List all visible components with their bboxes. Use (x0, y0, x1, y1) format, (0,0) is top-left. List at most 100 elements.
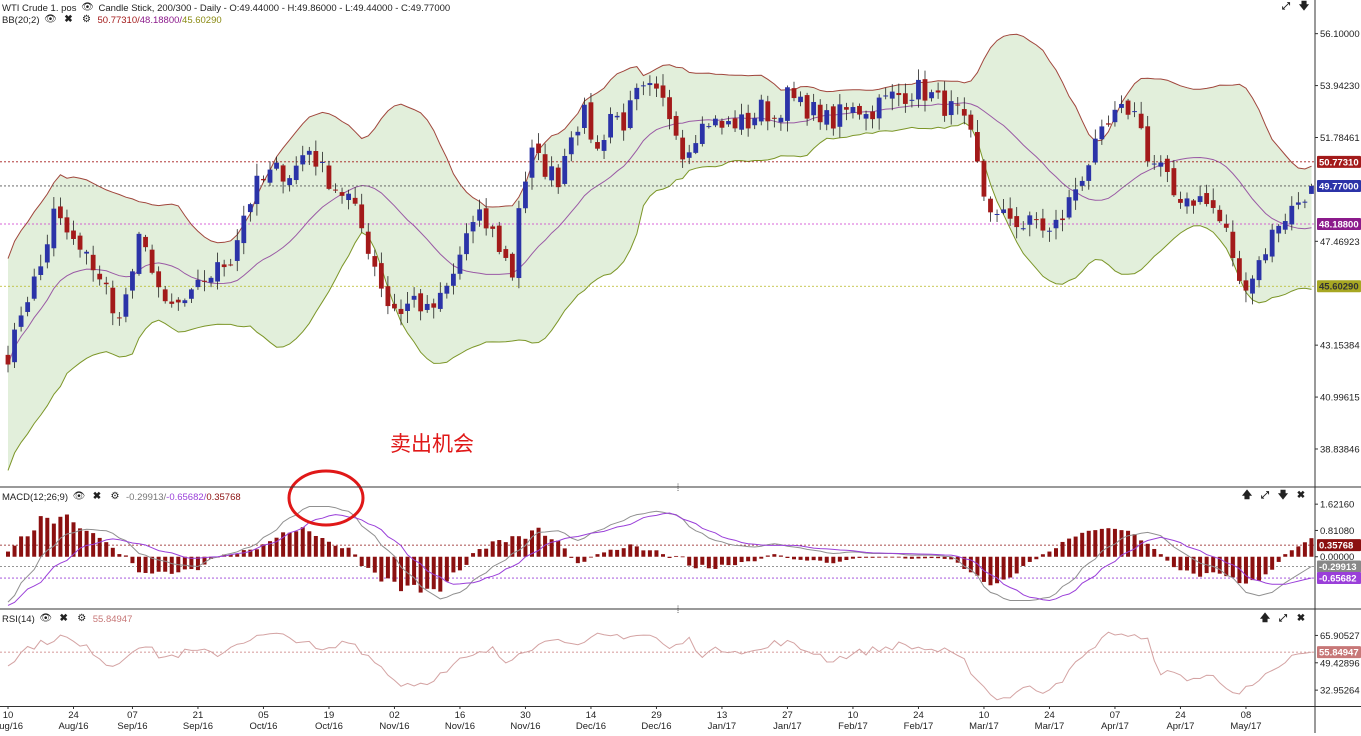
macd-hist-bar (163, 556, 168, 572)
candle (870, 105, 875, 129)
macd-hist-bar (1185, 556, 1189, 571)
move-down-icon[interactable]: 🡇 (1277, 490, 1289, 501)
macd-hist-bar (1237, 556, 1242, 584)
candle-body (444, 285, 450, 294)
candle-body (398, 308, 404, 314)
candle (365, 223, 371, 260)
close-icon[interactable]: ✖ (1296, 490, 1306, 501)
candle (1060, 209, 1065, 232)
eye-icon[interactable]: 👁 (44, 14, 57, 25)
gear-icon[interactable]: ⚙ (77, 613, 87, 624)
move-down-icon[interactable]: 🡇 (1298, 1, 1310, 12)
macd-hist-bar (1224, 556, 1229, 577)
candle-body (686, 152, 692, 158)
eye-icon[interactable]: 👁 (72, 491, 86, 502)
candle-body (156, 271, 162, 288)
candle-body (385, 286, 391, 307)
candle-body (844, 107, 849, 110)
macd-hist-bar (71, 522, 76, 557)
candle-body (778, 117, 784, 123)
candle-body (267, 169, 273, 183)
candle-body (870, 111, 875, 120)
candle (136, 231, 142, 276)
candle (765, 95, 771, 131)
candle (90, 245, 96, 282)
candle-body (582, 104, 587, 128)
macd-hist-bar (746, 556, 751, 562)
x-tick-day: 29 (651, 710, 662, 721)
gear-icon[interactable]: ⚙ (110, 491, 120, 502)
x-tick-day: 24 (68, 710, 79, 721)
candle-body (274, 162, 279, 169)
macd-hist-bar (241, 550, 246, 557)
candle (857, 103, 862, 120)
annotation-text: 卖出机会 (390, 432, 474, 456)
move-up-icon[interactable]: 🡅 (1241, 490, 1253, 501)
candle (1171, 160, 1177, 198)
rsi-value: 55.84947 (92, 613, 133, 625)
macd-hist-bar (1191, 556, 1196, 574)
candle-body (320, 161, 325, 163)
candle-body (1073, 189, 1079, 201)
candle (654, 76, 659, 98)
macd-hist-bar (693, 556, 698, 569)
maximize-icon[interactable]: ⤢ (1279, 613, 1287, 624)
macd-hist-bar (628, 544, 633, 557)
close-icon[interactable]: ✖ (92, 491, 102, 502)
candle-body (372, 256, 378, 267)
macd-hist-bar (418, 556, 423, 593)
macd-hist-bar (1243, 556, 1248, 584)
candle-body (542, 154, 548, 177)
symbol-label: WTI Crude 1. pos (2, 2, 77, 14)
candle-body (601, 140, 607, 151)
gear-icon[interactable]: ⚙ (82, 14, 91, 25)
x-tick-month: Oct/16 (249, 721, 277, 732)
maximize-icon[interactable]: ⤢ (1282, 1, 1290, 12)
candle (1256, 256, 1262, 288)
macd-hist-bar (274, 537, 279, 557)
candle (719, 118, 725, 135)
macd-hist-bar (929, 556, 934, 559)
macd-hist-bar (759, 556, 764, 559)
price-value-box (1317, 155, 1361, 168)
candle-body (228, 264, 234, 266)
candle (1020, 221, 1026, 231)
bb-upper-value: 50.77310 (97, 14, 138, 26)
close-icon[interactable]: ✖ (64, 14, 73, 25)
x-tick-day: 24 (1044, 710, 1055, 721)
macd-hist-bar (182, 556, 187, 570)
macd-hist-bar (621, 548, 626, 557)
move-up-icon[interactable]: 🡅 (1259, 613, 1271, 624)
candle (326, 160, 332, 191)
candle-body (1092, 138, 1098, 163)
candle-body (1230, 231, 1236, 258)
macd-hist-bar (431, 556, 436, 590)
candle (706, 123, 712, 129)
candle (555, 164, 561, 194)
macd-hist-bar (405, 556, 410, 586)
candle (1217, 205, 1223, 223)
candle-body (195, 279, 201, 288)
close-icon[interactable]: ✖ (1296, 613, 1306, 624)
close-icon[interactable]: ✖ (59, 613, 68, 624)
candle (31, 268, 37, 301)
candle (5, 345, 11, 373)
candle-body (1020, 228, 1026, 230)
macd-hist-bar (1080, 532, 1085, 557)
macd-hist-bar (248, 549, 253, 557)
eye-icon[interactable]: 👁 (39, 613, 53, 624)
eye-icon[interactable]: 👁 (81, 2, 94, 13)
candle-body (889, 91, 895, 99)
macd-hist-bar (254, 549, 259, 557)
maximize-icon[interactable]: ⤢ (1261, 490, 1269, 501)
candle (1047, 227, 1052, 242)
candle (909, 93, 915, 108)
candle (889, 84, 895, 111)
candle-body (51, 208, 57, 249)
x-tick-day: 21 (193, 710, 204, 721)
candle (523, 171, 528, 214)
candle-body (130, 271, 135, 291)
macd-hist-bar (45, 517, 50, 557)
macd-hist-bar (1211, 556, 1216, 573)
x-tick-month: Nov/16 (379, 721, 409, 732)
